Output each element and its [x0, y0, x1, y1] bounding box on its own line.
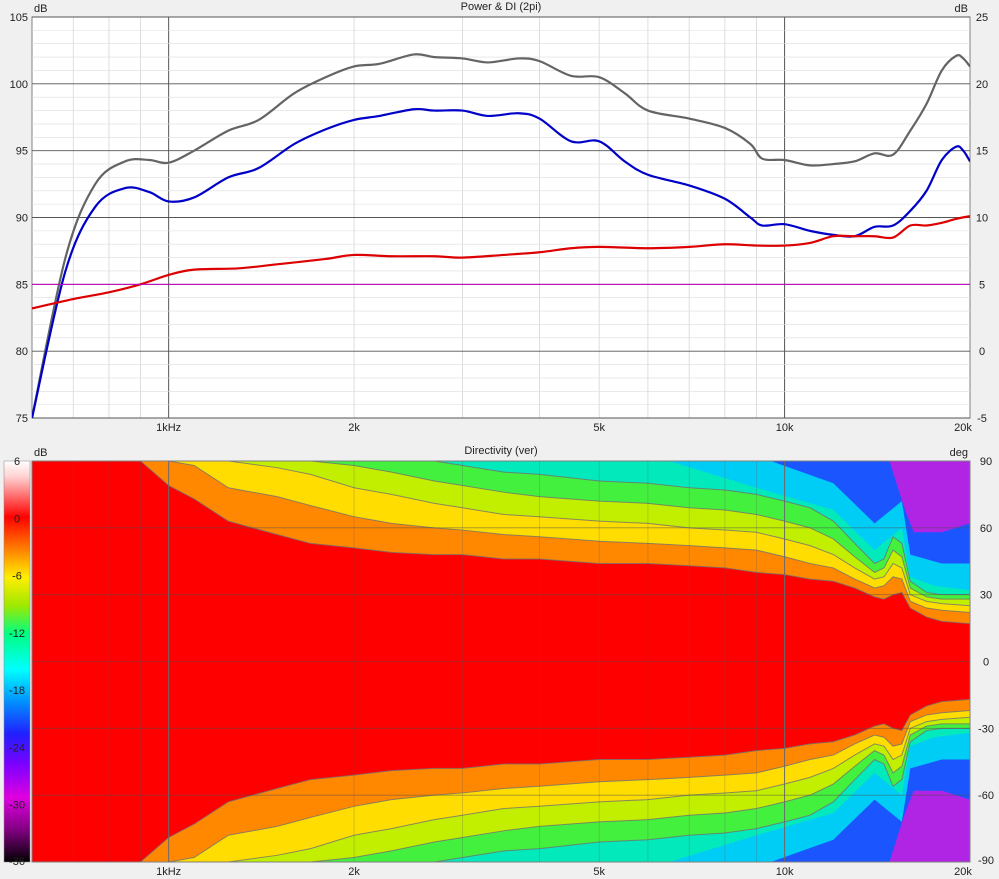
series-line-2 — [32, 215, 970, 310]
series-line-1 — [32, 107, 970, 418]
y-tick-left: 85 — [16, 279, 28, 291]
contour-line — [32, 698, 970, 862]
y-tick-right: 90 — [980, 456, 992, 468]
x-tick: 1kHz — [156, 422, 181, 434]
contour-line — [32, 723, 970, 862]
directivity-band — [889, 790, 970, 862]
contour-line — [32, 461, 970, 596]
power-di-right-unit: dB — [955, 3, 968, 15]
y-tick-left: 100 — [10, 79, 28, 91]
x-tick: 10k — [776, 422, 794, 434]
directivity-title: Directivity (ver) — [464, 445, 537, 457]
power-di-left-unit: dB — [34, 3, 47, 15]
colorbar-tick: 6 — [14, 456, 20, 468]
power-di-title: Power & DI (2pi) — [461, 1, 542, 13]
directivity-grid — [32, 461, 970, 862]
contour-line — [32, 461, 970, 600]
colorbar-tick: -30 — [9, 800, 25, 812]
contour-line — [32, 716, 970, 862]
directivity-band — [889, 461, 970, 533]
y-tick-left: 95 — [16, 146, 28, 158]
y-tick-right: 60 — [980, 523, 992, 535]
colorbar-tick: -24 — [9, 742, 25, 754]
directivity-left-unit: dB — [34, 447, 47, 459]
x-tick: 2k — [348, 866, 360, 878]
x-tick: 5k — [593, 866, 605, 878]
y-tick-left: 90 — [16, 213, 28, 225]
colorbar-tick: -36 — [9, 856, 25, 868]
y-tick-left: 105 — [10, 12, 28, 24]
directivity-band — [32, 723, 970, 862]
directivity-band — [32, 461, 970, 600]
colorbar-tick: -6 — [12, 571, 22, 583]
power-di-series — [32, 53, 970, 418]
contour-line — [32, 727, 970, 862]
power-di-grid — [32, 16, 970, 419]
x-tick: 20k — [954, 866, 972, 878]
directivity-right-unit: deg — [950, 447, 968, 459]
y-tick-right: 25 — [976, 12, 988, 24]
series-line-0 — [32, 53, 970, 418]
contour-line — [32, 461, 970, 607]
x-tick: 20k — [954, 422, 972, 434]
y-tick-left: 75 — [16, 413, 28, 425]
x-tick: 10k — [776, 866, 794, 878]
contour-line — [32, 461, 970, 625]
contour-line — [32, 461, 970, 613]
y-tick-right: -30 — [978, 723, 994, 735]
colorbar-tick: 0 — [14, 513, 20, 525]
colorbar — [3, 460, 31, 863]
x-tick: 1kHz — [156, 866, 181, 878]
colorbar-tick: -12 — [9, 628, 25, 640]
y-tick-right: -60 — [978, 790, 994, 802]
colorbar-tick: -18 — [9, 685, 25, 697]
y-tick-right: -90 — [978, 855, 994, 867]
y-tick-right: 20 — [976, 79, 988, 91]
contour-line — [32, 710, 970, 862]
x-tick: 2k — [348, 422, 360, 434]
y-tick-right: 5 — [979, 279, 985, 291]
y-tick-right: 15 — [976, 146, 988, 158]
y-tick-left: 80 — [16, 346, 28, 358]
y-tick-right: 30 — [980, 590, 992, 602]
y-tick-right: 0 — [983, 657, 989, 669]
x-tick: 5k — [593, 422, 605, 434]
y-tick-right: 0 — [979, 346, 985, 358]
y-tick-right: 10 — [976, 213, 988, 225]
y-tick-right: -5 — [977, 413, 987, 425]
